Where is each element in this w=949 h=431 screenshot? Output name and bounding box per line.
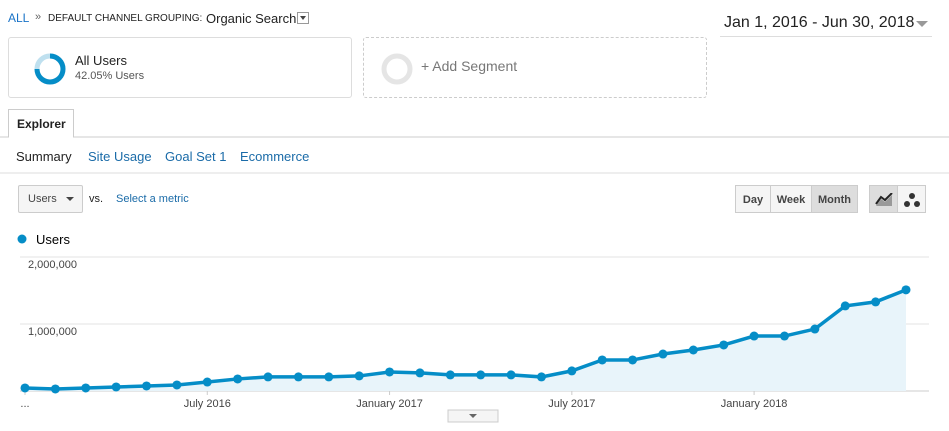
add-segment[interactable]: + Add Segment (363, 37, 707, 98)
point (567, 366, 577, 376)
point (354, 371, 364, 381)
point (445, 370, 455, 380)
bubble-icon (903, 193, 920, 207)
select-metric[interactable]: Select a metric (116, 193, 189, 205)
point (536, 372, 546, 382)
segment-ring (34, 53, 66, 85)
date-range: Jan 1, 2016 - Jun 30, 2018 (724, 14, 915, 31)
subtab[interactable]: Site Usage (88, 149, 152, 164)
point (20, 383, 30, 393)
point (415, 368, 425, 378)
dropdown-arrow (300, 16, 306, 20)
point (688, 345, 698, 355)
x-tick-label: ... (20, 398, 29, 410)
interval-button[interactable]: Day (735, 185, 771, 213)
interval-button[interactable]: Month (811, 185, 858, 213)
point (597, 355, 607, 365)
breadcrumb-root[interactable]: ALL (8, 11, 30, 25)
segment-card[interactable]: All Users 42.05% Users (8, 37, 352, 98)
point (658, 349, 668, 359)
point (293, 372, 303, 382)
point (749, 331, 759, 341)
tab[interactable]: Explorer (8, 109, 74, 138)
subtab[interactable]: Summary (16, 149, 72, 164)
point (840, 301, 850, 311)
dimension-value: Organic Search (206, 11, 297, 26)
dimension-label: DEFAULT CHANNEL GROUPING: (48, 13, 203, 24)
line-icon (874, 192, 893, 206)
y-tick-label: 2,000,000 (28, 259, 77, 271)
interval-button[interactable]: Week (770, 185, 812, 213)
point (871, 297, 881, 307)
tab-label: Explorer (17, 117, 66, 131)
x-tick-label: July 2016 (184, 398, 231, 410)
point (263, 372, 273, 382)
dimension-dropdown[interactable] (297, 12, 309, 24)
point (810, 324, 820, 334)
motion-chart-button[interactable] (897, 185, 926, 213)
vs-label: vs. (89, 193, 104, 205)
date-arrow (916, 21, 928, 27)
segment-detail: 42.05% Users (75, 70, 145, 82)
line (24, 288, 907, 391)
point (506, 370, 516, 380)
dropdown-arrow (66, 197, 74, 201)
point (324, 372, 334, 382)
segment-ring (381, 53, 413, 85)
point (172, 380, 182, 390)
point (50, 384, 60, 394)
point (233, 374, 243, 384)
subtab[interactable]: Goal Set 1 (165, 149, 227, 164)
add-segment-label: + Add Segment (421, 58, 518, 74)
legend-marker (17, 234, 27, 244)
point (628, 355, 638, 365)
y-tick-label: 1,000,000 (28, 326, 77, 338)
metric-label: Users (28, 193, 57, 205)
line-chart-button[interactable] (869, 185, 898, 213)
area (25, 289, 906, 391)
point (719, 340, 729, 350)
point (202, 377, 212, 387)
point (779, 331, 789, 341)
metric-dropdown[interactable]: Users (18, 185, 83, 213)
date-picker[interactable]: Jan 1, 2016 - Jun 30, 2018 (720, 8, 932, 37)
x-tick-label: July 2017 (548, 398, 595, 410)
expand-icon (469, 414, 477, 418)
point (476, 370, 486, 380)
point (111, 382, 121, 392)
subtab[interactable]: Ecommerce (240, 149, 310, 164)
point (385, 367, 395, 377)
point (901, 285, 911, 295)
x-tick-label: January 2018 (721, 398, 788, 410)
breadcrumb-separator: » (35, 11, 42, 23)
legend-label: Users (36, 232, 70, 247)
segment-name: All Users (75, 53, 128, 68)
point (81, 383, 91, 393)
point (142, 381, 152, 391)
x-tick-label: January 2017 (356, 398, 423, 410)
